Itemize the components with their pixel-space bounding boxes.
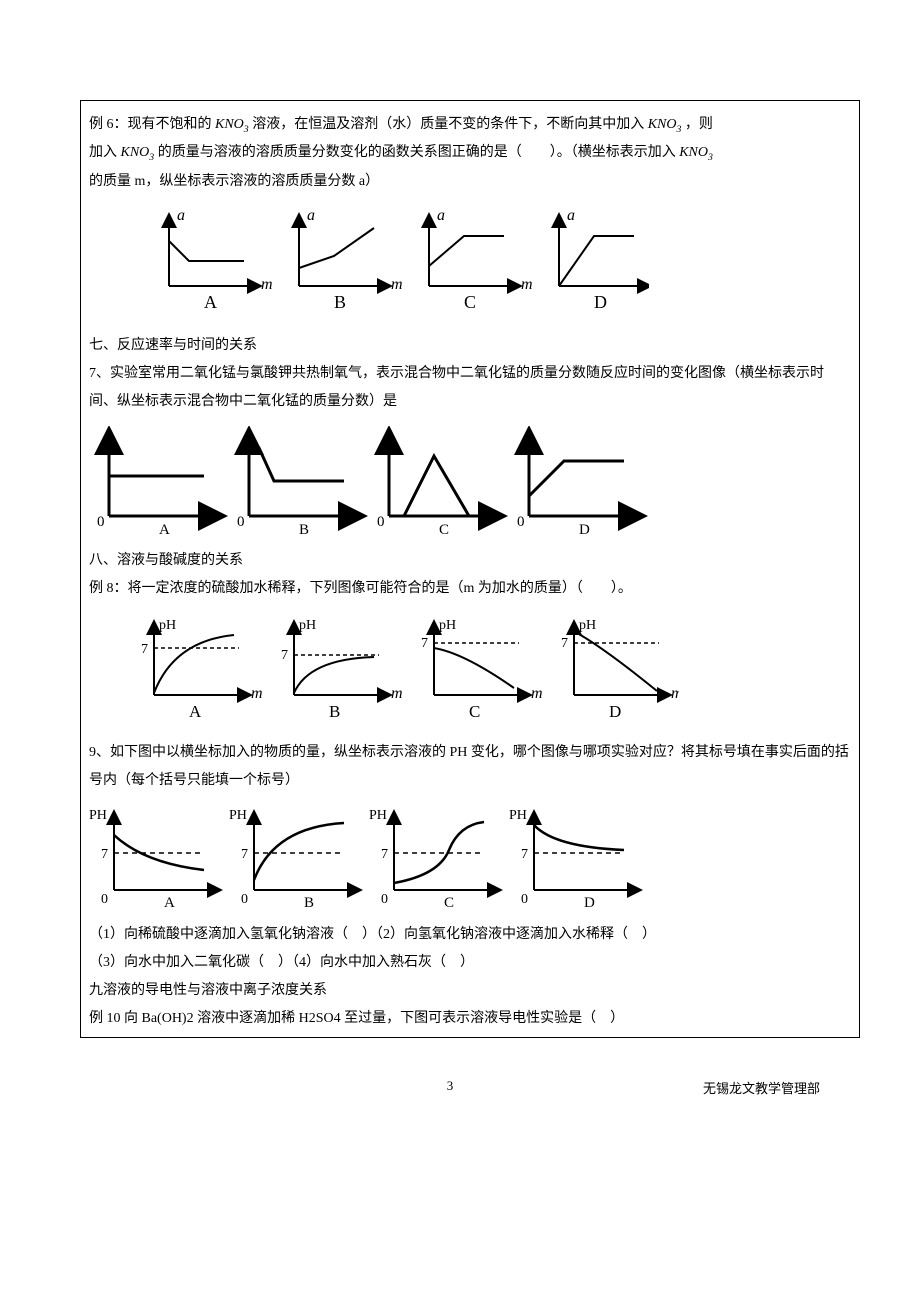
q9-opt1: （1）向稀硫酸中逐滴加入氢氧化钠溶液（ ）（2）向氢氧化钠溶液中逐滴加入水稀释（… <box>89 921 851 949</box>
svg-text:m: m <box>521 276 533 293</box>
fig-ex8: pH 7 m A pH 7 m B <box>89 613 851 733</box>
q9-opt2: （3）向水中加入二氧化碳（ ）（4）向水中加入熟石灰（ ） <box>89 949 851 977</box>
svg-text:pH: pH <box>299 618 316 633</box>
sec9-title: 九溶液的导电性与溶液中离子浓度关系 <box>89 977 851 1005</box>
fig-q9-svg: PH 7 0 A PH 7 0 B PH <box>89 805 659 915</box>
ex8-text: 例 8：将一定浓度的硫酸加水稀释，下列图像可能符合的是（m 为加水的质量）（ ）… <box>89 575 851 603</box>
sec8-title: 八、溶液与酸碱度的关系 <box>89 547 851 575</box>
svg-text:B: B <box>304 895 314 911</box>
svg-text:m: m <box>671 685 679 702</box>
svg-text:7: 7 <box>141 642 148 657</box>
svg-text:A: A <box>204 292 217 312</box>
svg-text:C: C <box>439 522 449 538</box>
ex6-t3: ，则 <box>685 117 713 132</box>
svg-text:0: 0 <box>517 514 525 530</box>
sec7-title: 七、反应速率与时间的关系 <box>89 332 851 360</box>
kno3-4: KNO3 <box>679 145 713 160</box>
svg-text:0: 0 <box>237 514 245 530</box>
svg-text:7: 7 <box>101 847 108 862</box>
svg-text:7: 7 <box>281 648 288 663</box>
svg-text:7: 7 <box>381 847 388 862</box>
svg-text:a: a <box>177 207 185 224</box>
svg-text:7: 7 <box>521 847 528 862</box>
ex10-text: 例 10 向 Ba(OH)2 溶液中逐滴加稀 H2SO4 至过量，下图可表示溶液… <box>89 1005 851 1033</box>
q9-text: 9、如下图中以横坐标加入的物质的量，纵坐标表示溶液的 PH 变化，哪个图像与哪项… <box>89 739 851 795</box>
fig-q9: PH 7 0 A PH 7 0 B PH <box>89 805 851 915</box>
fig-ex6-svg: a m A a m B a <box>89 206 649 326</box>
svg-text:7: 7 <box>241 847 248 862</box>
svg-text:PH: PH <box>89 808 107 823</box>
ex6-t1: 例 6：现有不饱和的 <box>89 117 212 132</box>
svg-text:PH: PH <box>229 808 247 823</box>
svg-text:7: 7 <box>421 636 428 651</box>
svg-text:B: B <box>299 522 309 538</box>
svg-text:pH: pH <box>439 618 456 633</box>
svg-text:m: m <box>391 276 403 293</box>
svg-text:a: a <box>437 207 445 224</box>
svg-text:D: D <box>584 895 595 911</box>
svg-text:a: a <box>567 207 575 224</box>
svg-text:A: A <box>189 702 202 721</box>
ex6-t5: 的质量与溶液的溶质质量分数变化的函数关系图正确的是（ ）。（横坐标表示加入 <box>158 145 676 160</box>
svg-text:7: 7 <box>561 636 568 651</box>
svg-text:0: 0 <box>381 892 388 907</box>
ex6-line2: 加入 KNO3 的质量与溶液的溶质质量分数变化的函数关系图正确的是（ ）。（横坐… <box>89 139 851 167</box>
kno3-2: KNO3 <box>648 117 682 132</box>
svg-text:B: B <box>334 292 346 312</box>
kno3-1: KNO3 <box>215 117 249 132</box>
svg-text:pH: pH <box>579 618 596 633</box>
svg-text:m: m <box>531 685 543 702</box>
svg-text:C: C <box>464 292 476 312</box>
fig-ex8-svg: pH 7 m A pH 7 m B <box>89 613 679 733</box>
ex6-t4: 加入 <box>89 145 117 160</box>
svg-text:0: 0 <box>521 892 528 907</box>
svg-text:pH: pH <box>159 618 176 633</box>
svg-text:PH: PH <box>509 808 527 823</box>
svg-text:0: 0 <box>241 892 248 907</box>
ex6-line1: 例 6：现有不饱和的 KNO3 溶液，在恒温及溶剂（水）质量不变的条件下，不断向… <box>89 111 851 139</box>
svg-text:D: D <box>609 702 621 721</box>
svg-text:0: 0 <box>377 514 385 530</box>
svg-text:0: 0 <box>97 514 105 530</box>
fig-q7: 0 A 0 B 0 C <box>89 426 851 541</box>
svg-text:m: m <box>261 276 273 293</box>
fig-ex6: a m A a m B a <box>89 206 851 326</box>
ex6-line3: 的质量 m，纵坐标表示溶液的溶质质量分数 a） <box>89 168 851 196</box>
svg-text:C: C <box>444 895 454 911</box>
svg-text:m: m <box>251 685 263 702</box>
svg-text:D: D <box>594 292 607 312</box>
svg-text:m: m <box>391 685 403 702</box>
q7-text: 7、实验室常用二氧化锰与氯酸钾共热制氧气，表示混合物中二氧化锰的质量分数随反应时… <box>89 360 851 416</box>
kno3-3: KNO3 <box>121 145 155 160</box>
fig-q7-svg: 0 A 0 B 0 C <box>89 426 649 541</box>
svg-text:D: D <box>579 522 590 538</box>
svg-text:A: A <box>164 895 175 911</box>
footer-org: 无锡龙文教学管理部 <box>573 1078 860 1097</box>
svg-text:a: a <box>307 207 315 224</box>
svg-text:B: B <box>329 702 340 721</box>
page-frame: 例 6：现有不饱和的 KNO3 溶液，在恒温及溶剂（水）质量不变的条件下，不断向… <box>80 100 860 1038</box>
page-number: 3 <box>327 1078 574 1097</box>
ex6-t2: 溶液，在恒温及溶剂（水）质量不变的条件下，不断向其中加入 <box>252 117 644 132</box>
svg-text:0: 0 <box>101 892 108 907</box>
svg-text:C: C <box>469 702 480 721</box>
svg-text:PH: PH <box>369 808 387 823</box>
svg-text:A: A <box>159 522 170 538</box>
page-footer: 3 无锡龙文教学管理部 <box>80 1078 860 1097</box>
